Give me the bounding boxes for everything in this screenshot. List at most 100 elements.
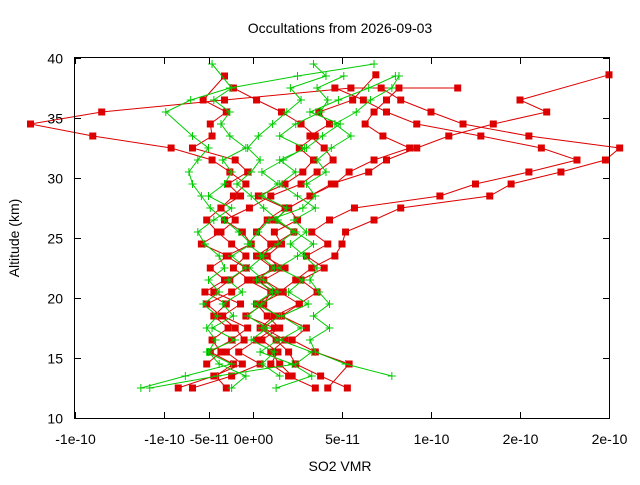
data-point (361, 120, 369, 128)
data-point (445, 132, 453, 140)
data-point (229, 312, 238, 320)
data-point (184, 168, 193, 176)
data-point (325, 324, 334, 332)
data-point (250, 300, 259, 308)
data-point (224, 324, 232, 332)
x-tick-label: -1e-10 (55, 431, 96, 447)
data-point (284, 288, 293, 296)
data-point (181, 372, 190, 380)
data-point (282, 204, 291, 212)
data-point (228, 372, 236, 380)
data-point (304, 300, 313, 308)
data-point (359, 96, 367, 104)
data-point (242, 252, 250, 260)
x-tick-label: -1e-10 (144, 431, 185, 447)
data-point (308, 264, 316, 272)
data-point (208, 156, 216, 164)
data-point (289, 228, 298, 236)
data-point (313, 84, 322, 92)
data-point (227, 84, 236, 92)
data-point (217, 348, 225, 356)
data-point (267, 360, 275, 368)
data-point (306, 192, 314, 200)
data-point (270, 264, 279, 272)
data-point (299, 168, 307, 176)
x-tick-label: -5e-11 (190, 431, 230, 447)
data-point (331, 252, 339, 260)
data-point (244, 324, 252, 332)
data-point (331, 84, 339, 92)
data-point (327, 144, 336, 152)
data-point (227, 204, 236, 212)
data-point (206, 204, 215, 212)
data-point (232, 180, 241, 188)
data-point (257, 360, 266, 368)
data-point (525, 168, 533, 176)
data-point (285, 348, 293, 356)
data-point (275, 312, 284, 320)
axis-ticks: -1e-10 -1e-10 -5e-11 0e+00 5e-11 1e-10 2e-10 2e… (47, 51, 627, 448)
data-point (288, 336, 296, 344)
x-tick-label: 5e-11 (325, 431, 360, 447)
data-point (220, 216, 229, 224)
data-point (270, 348, 279, 356)
data-point (243, 240, 252, 248)
data-point (277, 108, 285, 116)
data-point (308, 228, 316, 236)
data-point (206, 264, 214, 272)
data-point (241, 372, 250, 380)
data-point (616, 144, 624, 152)
data-point (329, 156, 337, 164)
data-point (243, 144, 252, 152)
data-point (27, 120, 34, 128)
data-point (309, 312, 318, 320)
data-point (316, 108, 325, 116)
data-point (573, 156, 581, 164)
data-point (273, 240, 282, 248)
chart-title: Occultations from 2026-09-03 (248, 20, 433, 36)
y-tick-label: 35 (47, 111, 63, 127)
data-point (352, 108, 361, 116)
data-point (231, 336, 240, 344)
data-point (217, 228, 225, 236)
data-point (221, 96, 229, 104)
data-point (228, 240, 236, 248)
data-point (199, 96, 207, 104)
data-point (145, 384, 154, 392)
data-point (267, 240, 275, 248)
data-point (370, 108, 378, 116)
data-point (275, 132, 284, 140)
data-point (206, 120, 214, 128)
data-point (257, 192, 266, 200)
data-point (174, 384, 182, 392)
plot-content (27, 60, 624, 392)
data-point (227, 252, 236, 260)
data-point (227, 168, 236, 176)
data-point (406, 144, 414, 152)
data-point (383, 108, 390, 116)
data-point (345, 168, 353, 176)
data-point (225, 108, 234, 116)
data-point (305, 276, 314, 284)
data-point (199, 300, 208, 308)
data-point (297, 96, 306, 104)
data-point (318, 132, 327, 140)
x-tick-label: 1e-10 (414, 431, 450, 447)
data-point (237, 300, 245, 308)
data-point (231, 324, 239, 332)
data-point (245, 276, 253, 284)
data-point (289, 216, 298, 224)
data-point (252, 276, 261, 284)
data-point (370, 216, 378, 224)
data-point (489, 120, 497, 128)
data-point (302, 180, 311, 188)
data-point (208, 132, 216, 140)
data-point (247, 336, 256, 344)
data-point (387, 372, 396, 380)
data-point (211, 336, 220, 344)
data-point (324, 384, 332, 392)
data-point (238, 360, 246, 368)
series-line (236, 63, 327, 389)
